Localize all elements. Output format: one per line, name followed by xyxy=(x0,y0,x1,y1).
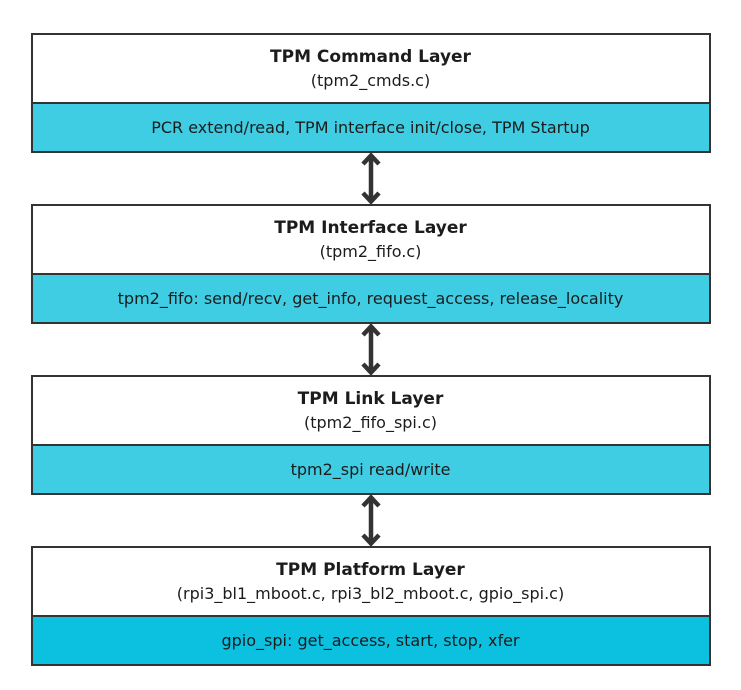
layer-connector-gap xyxy=(0,153,741,204)
layer-filename: (tpm2_fifo_spi.c) xyxy=(304,413,437,432)
layer-functions-band: tpm2_spi read/write xyxy=(32,444,709,493)
layer-filename: (tpm2_cmds.c) xyxy=(310,71,431,90)
double-arrow-icon xyxy=(360,495,381,546)
layer-functions-text: PCR extend/read, TPM interface init/clos… xyxy=(151,118,590,137)
layer-title: TPM Link Layer xyxy=(297,389,444,409)
layer-filename: (rpi3_bl1_mboot.c, rpi3_bl2_mboot.c, gpi… xyxy=(176,584,565,603)
layer-functions-band: gpio_spi: get_access, start, stop, xfer xyxy=(32,615,709,664)
double-arrow-icon xyxy=(360,324,381,375)
layer-filename: (tpm2_fifo.c) xyxy=(319,242,422,261)
layer-box-command: TPM Command Layer (tpm2_cmds.c) PCR exte… xyxy=(30,33,711,153)
layer-title: TPM Platform Layer xyxy=(276,560,465,580)
layer-box-interface: TPM Interface Layer (tpm2_fifo.c) tpm2_f… xyxy=(30,204,711,324)
double-arrow-icon xyxy=(360,153,381,204)
layer-box-platform: TPM Platform Layer (rpi3_bl1_mboot.c, rp… xyxy=(30,546,711,666)
layer-title: TPM Command Layer xyxy=(270,47,471,67)
layer-title: TPM Interface Layer xyxy=(274,218,467,238)
layer-functions-band: tpm2_fifo: send/recv, get_info, request_… xyxy=(32,273,709,322)
layer-functions-text: tpm2_fifo: send/recv, get_info, request_… xyxy=(117,289,624,308)
layer-functions-text: gpio_spi: get_access, start, stop, xfer xyxy=(221,631,520,650)
layer-connector-gap xyxy=(0,495,741,546)
layer-functions-text: tpm2_spi read/write xyxy=(290,460,451,479)
layer-box-link: TPM Link Layer (tpm2_fifo_spi.c) tpm2_sp… xyxy=(30,375,711,495)
layer-connector-gap xyxy=(0,324,741,375)
layer-functions-band: PCR extend/read, TPM interface init/clos… xyxy=(32,102,709,151)
